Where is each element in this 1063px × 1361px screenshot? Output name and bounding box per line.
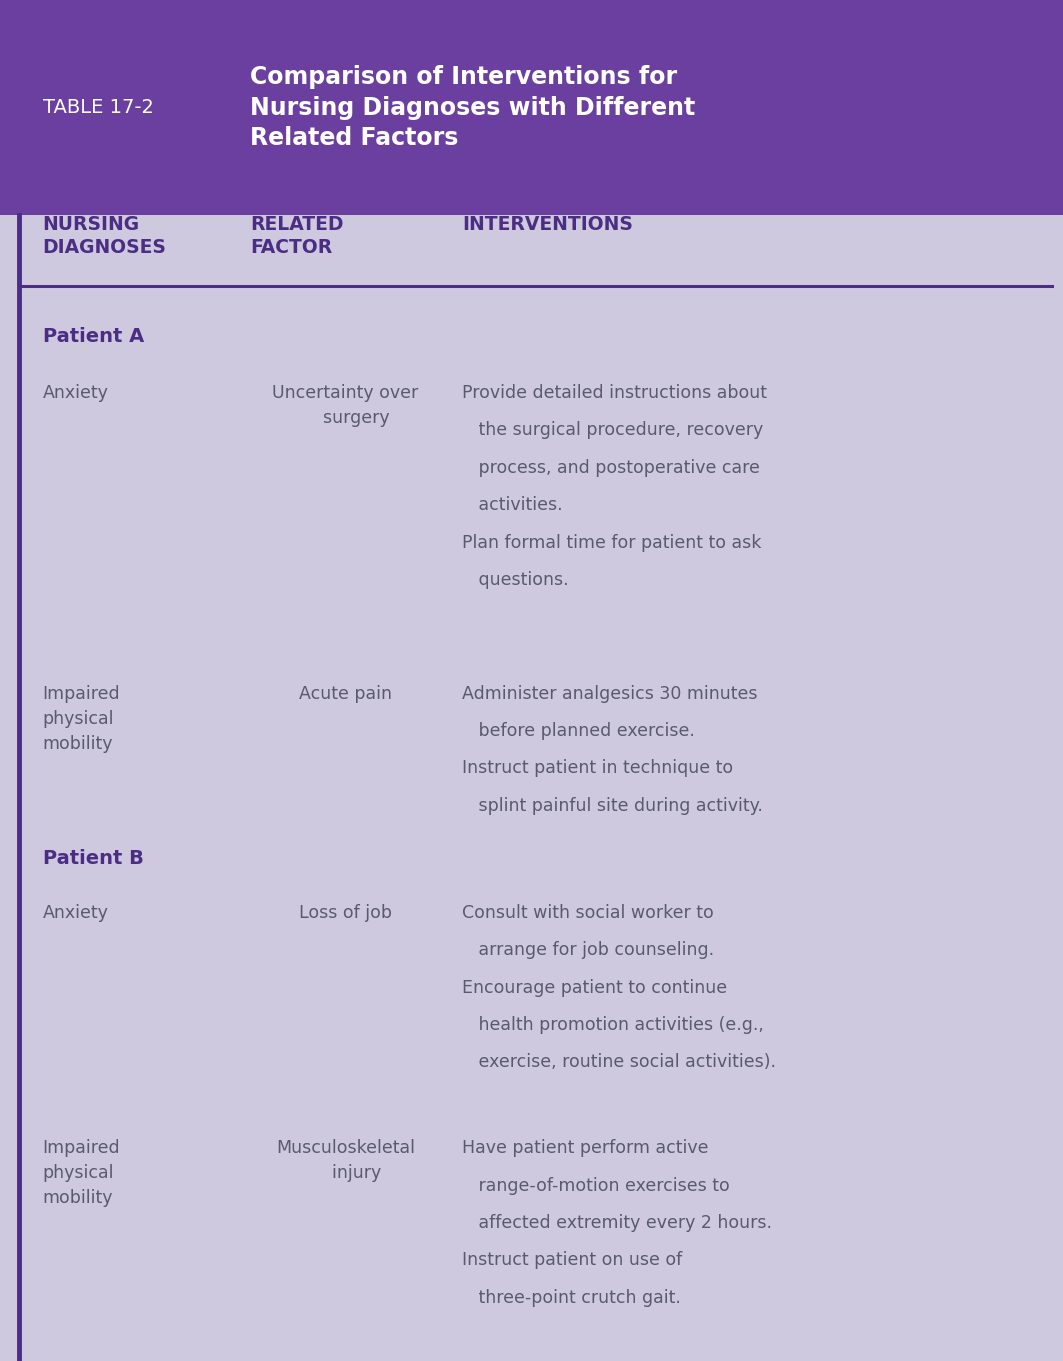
Text: Patient B: Patient B — [43, 849, 144, 868]
Text: Acute pain: Acute pain — [299, 685, 392, 702]
Text: range-of-motion exercises to: range-of-motion exercises to — [462, 1176, 730, 1195]
Text: Anxiety: Anxiety — [43, 904, 108, 921]
Text: NURSING
DIAGNOSES: NURSING DIAGNOSES — [43, 215, 167, 257]
Text: affected extremity every 2 hours.: affected extremity every 2 hours. — [462, 1214, 773, 1232]
Text: Have patient perform active: Have patient perform active — [462, 1139, 709, 1157]
Text: RELATED
FACTOR: RELATED FACTOR — [250, 215, 343, 257]
Text: Plan formal time for patient to ask: Plan formal time for patient to ask — [462, 534, 762, 551]
Text: Impaired
physical
mobility: Impaired physical mobility — [43, 685, 120, 753]
Text: before planned exercise.: before planned exercise. — [462, 723, 695, 740]
Text: exercise, routine social activities).: exercise, routine social activities). — [462, 1053, 776, 1071]
Text: Encourage patient to continue: Encourage patient to continue — [462, 979, 727, 996]
Text: INTERVENTIONS: INTERVENTIONS — [462, 215, 634, 234]
Text: TABLE 17-2: TABLE 17-2 — [43, 98, 153, 117]
Text: Impaired
physical
mobility: Impaired physical mobility — [43, 1139, 120, 1207]
Text: Consult with social worker to: Consult with social worker to — [462, 904, 714, 921]
Text: Uncertainty over
    surgery: Uncertainty over surgery — [272, 384, 419, 427]
Text: Provide detailed instructions about: Provide detailed instructions about — [462, 384, 767, 401]
Text: health promotion activities (e.g.,: health promotion activities (e.g., — [462, 1015, 764, 1034]
Text: questions.: questions. — [462, 572, 569, 589]
Bar — [0, 0, 1063, 215]
Text: process, and postoperative care: process, and postoperative care — [462, 459, 760, 476]
Text: Instruct patient on use of: Instruct patient on use of — [462, 1252, 682, 1270]
Text: Comparison of Interventions for
Nursing Diagnoses with Different
Related Factors: Comparison of Interventions for Nursing … — [250, 65, 695, 150]
Text: Loss of job: Loss of job — [299, 904, 392, 921]
Text: Anxiety: Anxiety — [43, 384, 108, 401]
Bar — [0, 215, 1063, 1361]
Text: the surgical procedure, recovery: the surgical procedure, recovery — [462, 422, 763, 440]
Text: arrange for job counseling.: arrange for job counseling. — [462, 942, 714, 960]
Text: three-point crutch gait.: three-point crutch gait. — [462, 1289, 681, 1307]
Text: Instruct patient in technique to: Instruct patient in technique to — [462, 759, 733, 777]
Text: Administer analgesics 30 minutes: Administer analgesics 30 minutes — [462, 685, 758, 702]
Text: Musculoskeletal
    injury: Musculoskeletal injury — [276, 1139, 415, 1183]
Text: activities.: activities. — [462, 497, 563, 514]
Text: Patient A: Patient A — [43, 327, 144, 346]
Text: splint painful site during activity.: splint painful site during activity. — [462, 798, 763, 815]
